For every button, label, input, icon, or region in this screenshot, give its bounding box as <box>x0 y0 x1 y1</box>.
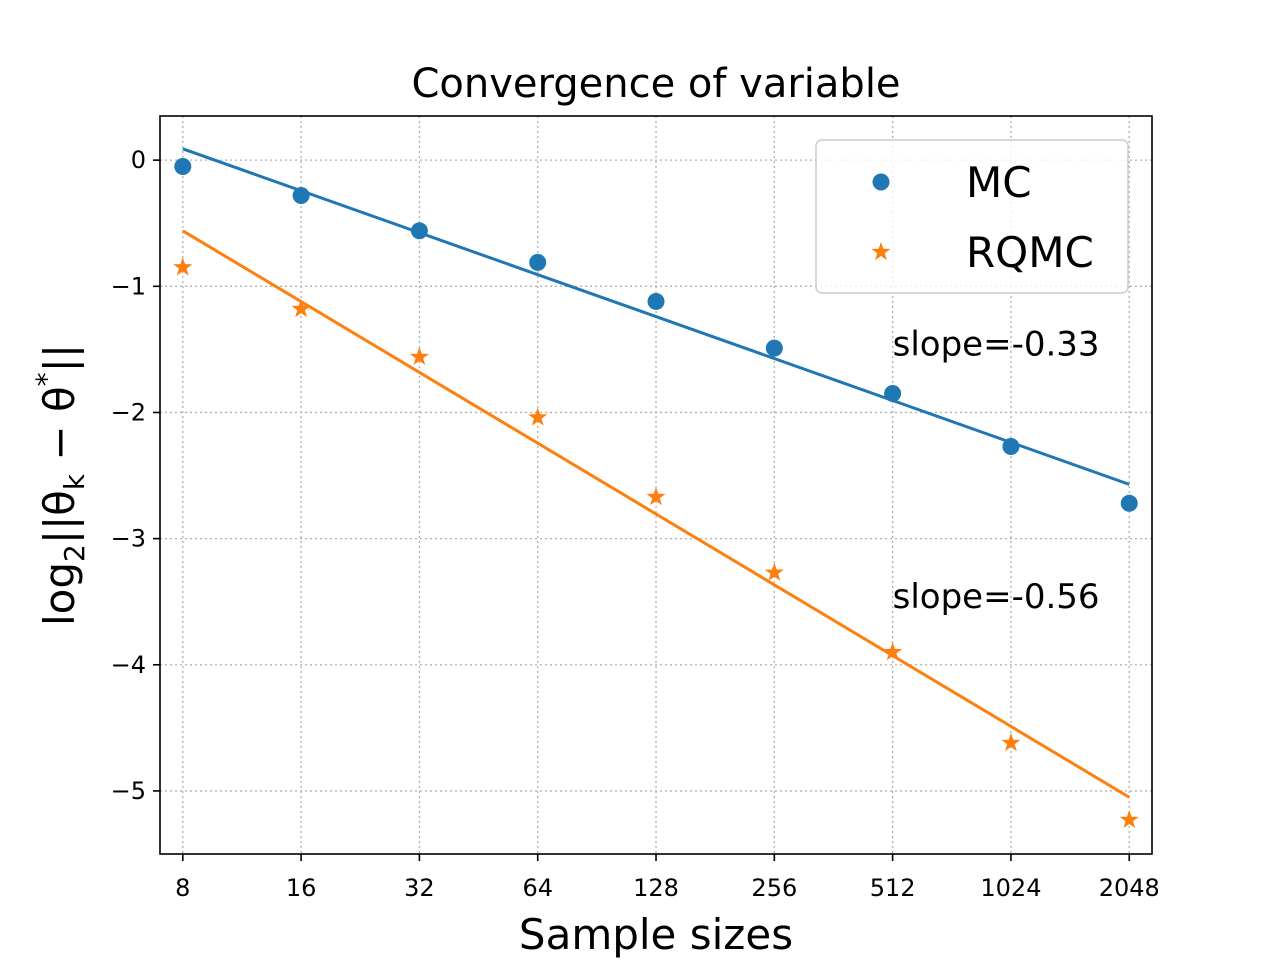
mc-point <box>1120 494 1138 512</box>
y-tick-label: −4 <box>111 651 146 679</box>
legend-marker-rqmc <box>871 242 891 261</box>
rqmc-point <box>764 562 784 581</box>
grid <box>160 116 1152 854</box>
mc-point <box>1002 438 1020 456</box>
x-tick-label: 8 <box>175 874 190 902</box>
y-tick-label: −5 <box>111 777 146 805</box>
slope-annotation-rqmc: slope=-0.56 <box>893 577 1100 617</box>
mc-point <box>410 222 428 240</box>
fit-lines <box>182 147 1131 799</box>
x-tick-label: 1024 <box>980 874 1041 902</box>
x-tick-label: 64 <box>522 874 553 902</box>
y-label-star: * <box>30 372 63 386</box>
rqmc-point <box>883 642 903 661</box>
y-label-k: k <box>58 473 91 490</box>
chart-title: Convergence of variable <box>411 61 900 107</box>
y-label-subscript: 2 <box>58 544 91 562</box>
x-tick-label: 2048 <box>1099 874 1160 902</box>
y-tick-label: −3 <box>111 525 146 553</box>
slope-annotations: slope=-0.33 slope=-0.56 <box>893 325 1100 617</box>
y-tick-label: −2 <box>111 398 146 426</box>
legend-marker-mc <box>872 173 890 191</box>
legend-label-rqmc: RQMC <box>966 228 1094 277</box>
x-tick-label: 256 <box>751 874 797 902</box>
x-tick-label: 512 <box>870 874 916 902</box>
legend: MC RQMC <box>815 139 1129 294</box>
rqmc-point <box>291 299 311 318</box>
y-tick-label: −1 <box>111 272 146 300</box>
x-tick-label: 128 <box>633 874 679 902</box>
x-tick-label: 16 <box>286 874 317 902</box>
x-axis-label: Sample sizes <box>519 910 793 959</box>
rqmc-point <box>1001 732 1021 752</box>
fit-line-mc <box>182 147 1130 486</box>
y-tick-label: 0 <box>131 146 146 174</box>
fit-line-rqmc <box>182 229 1131 799</box>
mc-point <box>529 253 547 271</box>
mc-point <box>292 186 310 204</box>
axis-ticks: 8 16 32 64 128 256 512 1024 2048 0 −1 −2 −3 −4 −5 <box>111 146 1160 902</box>
mc-point <box>647 292 665 310</box>
x-tick-label: 32 <box>404 874 435 902</box>
legend-label-mc: MC <box>966 158 1032 207</box>
slope-annotation-mc: slope=-0.33 <box>893 325 1100 365</box>
rqmc-point <box>409 346 429 366</box>
data-markers <box>173 157 1139 829</box>
rqmc-point <box>1119 809 1139 829</box>
rqmc-point <box>646 486 666 506</box>
mc-point <box>174 157 192 175</box>
rqmc-point <box>528 407 548 426</box>
rqmc-point <box>173 257 193 276</box>
mc-point <box>765 339 783 357</box>
legend-box <box>815 139 1129 294</box>
mc-point <box>884 385 902 403</box>
